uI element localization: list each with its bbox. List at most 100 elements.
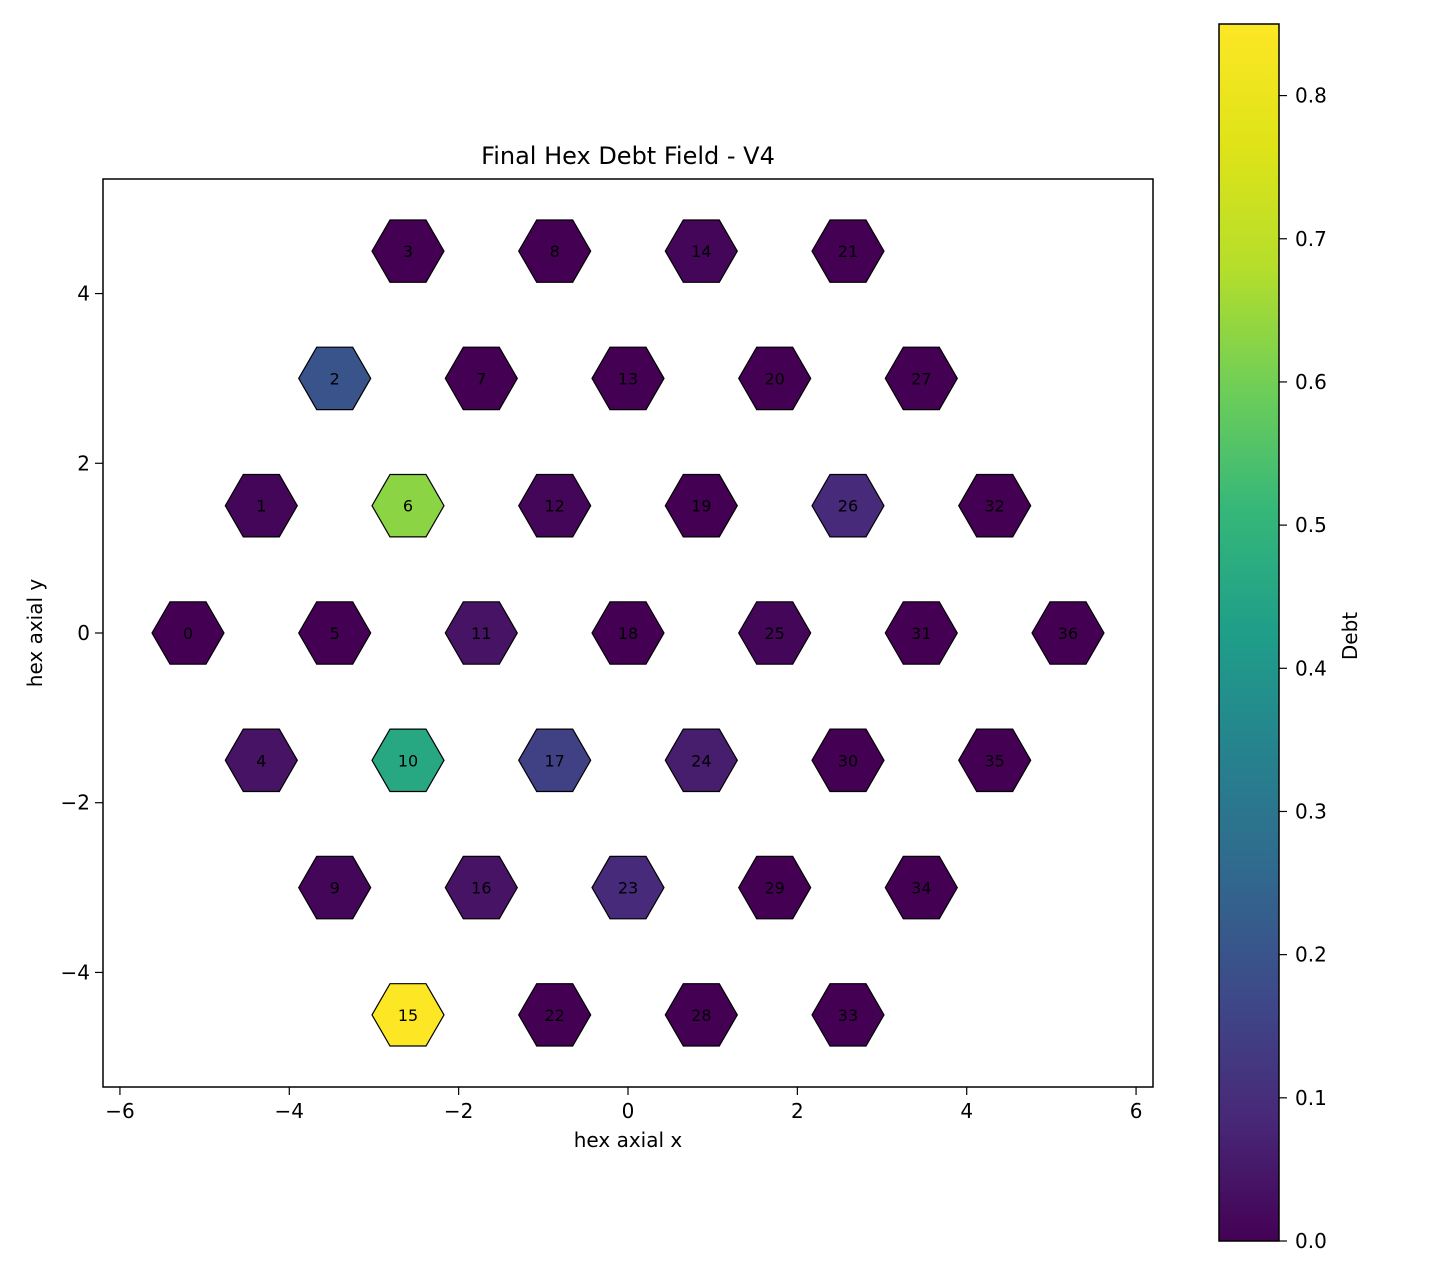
- hex-label-34: 34: [911, 879, 931, 898]
- hex-cell-16: [444, 855, 518, 920]
- hex-label-10: 10: [398, 751, 418, 770]
- hex-label-2: 2: [330, 369, 340, 388]
- hex-cell-28: [664, 983, 738, 1047]
- x-axis: −6 −4 −2 0 2 4 6: [105, 1087, 1142, 1123]
- hex-cell-23: [591, 855, 665, 920]
- hex-label-33: 33: [838, 1006, 858, 1025]
- hex-label-1: 1: [256, 497, 266, 516]
- hex-label-7: 7: [476, 369, 486, 388]
- hex-cell-4: [224, 728, 298, 793]
- hex-cell-11: [444, 601, 518, 665]
- colorbar-tick-label: 0.6: [1295, 370, 1327, 394]
- hex-layer: 0123456789101112131415161718192021222324…: [151, 219, 1105, 1047]
- hex-label-13: 13: [618, 369, 638, 388]
- hex-label-11: 11: [471, 624, 491, 643]
- colorbar: [1218, 23, 1280, 1242]
- hex-label-8: 8: [550, 242, 560, 261]
- y-tick-label: 4: [77, 282, 90, 306]
- y-tick-label: −2: [61, 791, 90, 815]
- hex-cell-19: [664, 473, 738, 538]
- hex-cell-32: [958, 473, 1032, 538]
- hex-label-14: 14: [691, 242, 711, 261]
- hex-label-12: 12: [544, 497, 564, 516]
- hex-cell-8: [518, 219, 592, 283]
- hex-label-22: 22: [544, 1006, 564, 1025]
- hex-label-31: 31: [911, 624, 931, 643]
- hex-cell-21: [811, 219, 885, 283]
- hex-cell-25: [738, 601, 812, 665]
- chart-title: Final Hex Debt Field - V4: [481, 142, 775, 170]
- hex-cell-10: [371, 728, 445, 793]
- colorbar-tick-label: 0.2: [1295, 943, 1327, 967]
- hex-cell-20: [738, 346, 812, 411]
- hex-label-19: 19: [691, 497, 711, 516]
- hex-cell-3: [371, 219, 445, 283]
- x-tick-label: −2: [444, 1099, 473, 1123]
- colorbar-tick-label: 0.8: [1295, 84, 1327, 108]
- hex-cell-14: [664, 219, 738, 283]
- hex-label-0: 0: [183, 624, 193, 643]
- hex-cell-1: [224, 473, 298, 538]
- hex-cell-31: [884, 601, 958, 665]
- hex-label-30: 30: [838, 751, 858, 770]
- hex-label-5: 5: [330, 624, 340, 643]
- hex-cell-7: [444, 346, 518, 411]
- hex-cell-18: [591, 601, 665, 665]
- hex-label-3: 3: [403, 242, 413, 261]
- colorbar-tick-label: 0.3: [1295, 799, 1327, 823]
- hex-label-15: 15: [398, 1006, 418, 1025]
- hex-cell-17: [518, 728, 592, 793]
- hex-cell-9: [298, 855, 372, 920]
- x-tick-label: 6: [1130, 1099, 1143, 1123]
- hex-cell-13: [591, 346, 665, 411]
- hex-label-6: 6: [403, 497, 413, 516]
- hex-cell-29: [738, 855, 812, 920]
- x-tick-label: −6: [105, 1099, 134, 1123]
- hex-label-17: 17: [544, 751, 564, 770]
- hex-label-26: 26: [838, 497, 858, 516]
- hex-label-36: 36: [1058, 624, 1078, 643]
- x-tick-label: 4: [960, 1099, 973, 1123]
- hex-cell-35: [958, 728, 1032, 793]
- x-tick-label: 2: [791, 1099, 804, 1123]
- hex-cell-27: [884, 346, 958, 411]
- colorbar-label: Debt: [1338, 612, 1362, 660]
- hex-cell-26: [811, 473, 885, 538]
- hex-label-23: 23: [618, 879, 638, 898]
- colorbar-tick-label: 0.1: [1295, 1086, 1327, 1110]
- hex-label-20: 20: [764, 369, 784, 388]
- hex-cell-12: [518, 473, 592, 538]
- hex-label-35: 35: [984, 751, 1004, 770]
- colorbar-ticks: 0.0 0.1 0.2 0.3 0.4 0.5 0.6 0.7 0.8: [1279, 84, 1327, 1253]
- colorbar-tick-label: 0.4: [1295, 656, 1327, 680]
- y-tick-label: 0: [77, 621, 90, 645]
- hex-label-27: 27: [911, 369, 931, 388]
- hex-cell-5: [298, 601, 372, 665]
- y-axis: −4 −2 0 2 4: [61, 282, 103, 984]
- hex-cell-24: [664, 728, 738, 793]
- x-axis-label: hex axial x: [574, 1128, 683, 1152]
- colorbar-tick-label: 0.5: [1295, 513, 1327, 537]
- hex-cell-6: [371, 473, 445, 538]
- y-tick-label: −4: [61, 960, 90, 984]
- hex-cell-15: [371, 983, 445, 1047]
- y-tick-label: 2: [77, 451, 90, 475]
- hex-cell-34: [884, 855, 958, 920]
- hex-label-18: 18: [618, 624, 638, 643]
- hex-label-4: 4: [256, 751, 266, 770]
- x-tick-label: 0: [622, 1099, 635, 1123]
- hex-cell-0: [151, 601, 225, 665]
- hex-cell-33: [811, 983, 885, 1047]
- hex-label-16: 16: [471, 879, 491, 898]
- hex-label-32: 32: [984, 497, 1004, 516]
- hex-label-24: 24: [691, 751, 711, 770]
- hex-label-25: 25: [764, 624, 784, 643]
- hex-cell-2: [298, 346, 372, 411]
- hex-cell-30: [811, 728, 885, 793]
- hex-label-28: 28: [691, 1006, 711, 1025]
- colorbar-tick-label: 0.0: [1295, 1229, 1327, 1253]
- hex-label-9: 9: [330, 879, 340, 898]
- hex-label-29: 29: [764, 879, 784, 898]
- hex-cell-36: [1031, 601, 1105, 665]
